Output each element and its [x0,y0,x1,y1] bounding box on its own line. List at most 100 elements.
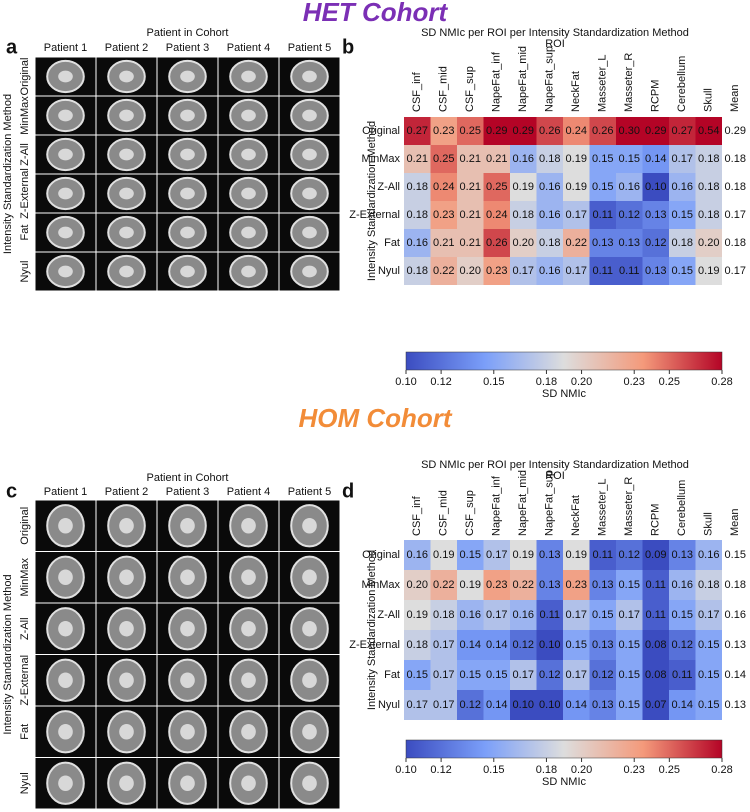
cell-label: 0.17 [513,265,534,277]
mri-detail [241,569,256,585]
heatmap-cell [536,540,563,570]
heatmap-cell [457,117,484,145]
cell-label: 0.17 [407,699,428,711]
mri-detail [119,518,134,534]
heatmap-cell [510,229,537,257]
heatmap-cell [430,229,457,257]
heatmap-cell [483,117,510,145]
row-label: Nyul [19,260,31,282]
heatmap-cell [404,117,431,145]
mri-detail [58,775,73,791]
cell-label: 0.17 [566,609,587,621]
heatmap-cell [695,117,722,145]
panel-letter: c [6,480,17,502]
x-tick-label: CSF_mid [438,490,450,536]
row-label: Z-All [19,617,31,640]
heatmap-cell [536,690,563,720]
heatmap-cell [642,173,669,201]
cell-label: 0.12 [672,639,693,651]
heatmap-cell [483,540,510,570]
heatmap-cell [430,145,457,173]
cell-label: 0.12 [539,669,560,681]
cell-label: 0.17 [619,609,640,621]
y-tick-label: Nyul [378,265,400,277]
heatmap-cell [616,229,643,257]
cell-label: 0.24 [433,181,454,193]
cell-label: 0.11 [592,549,613,561]
cell-label: 0.13 [539,549,560,561]
row-label: Fat [19,225,31,241]
cell-label: 0.14 [566,699,587,711]
cell-label: 0.09 [645,549,666,561]
image-xlabel: Patient in Cohort [147,27,229,39]
heatmap-cell [616,145,643,173]
heatmap-cell [695,201,722,229]
cohort-title: HOM Cohort [298,403,452,433]
mri-detail [119,724,134,740]
heatmap-cell [669,630,696,660]
mri-detail [119,265,134,278]
y-tick-label: Z-External [349,639,400,651]
cell-label: 0.11 [645,609,666,621]
cell-label: 0.11 [539,609,560,621]
mri-detail [180,187,195,200]
heatmap-cell [430,600,457,630]
mri-detail [58,518,73,534]
heatmap-cell [563,229,590,257]
heatmap-cell [589,690,616,720]
heatmap-cell [404,660,431,690]
heatmap-cell [483,600,510,630]
cell-label: 0.16 [513,609,534,621]
colorbar-tick-label: 0.23 [624,376,645,388]
heatmap-cell [510,630,537,660]
heatmap-cell [563,117,590,145]
cell-label: 0.29 [513,125,534,137]
mri-detail [180,518,195,534]
heatmap-cell [457,257,484,285]
cell-label: 0.23 [433,125,454,137]
heatmap-cell [457,229,484,257]
x-tick-label: NapeFat_inf [491,475,503,536]
x-tick-label: CSF_inf [411,71,423,112]
mean-value: 0.13 [725,639,746,651]
heatmap-cell [430,201,457,229]
colorbar-label: SD NMIc [542,776,587,788]
mri-detail [58,724,73,740]
heatmap-cell [483,257,510,285]
mri-detail [241,621,256,637]
cell-label: 0.29 [486,125,507,137]
heatmap-cell [457,600,484,630]
mri-detail [119,621,134,637]
heatmap-cell [695,660,722,690]
cell-label: 0.16 [407,237,428,249]
cell-label: 0.17 [433,669,454,681]
cell-label: 0.18 [433,609,454,621]
heatmap-cell [589,145,616,173]
x-tick-label: Cerebellum [676,480,688,536]
cell-label: 0.13 [645,265,666,277]
heatmap-cell [616,117,643,145]
heatmap-cell [695,229,722,257]
mri-detail [58,265,73,278]
cell-label: 0.26 [592,125,613,137]
x-tick-label: Skull [703,512,715,536]
heatmap-cell [695,630,722,660]
heatmap-cell [457,690,484,720]
heatmap-cell [669,570,696,600]
mean-value: 0.18 [725,181,746,193]
cell-label: 0.24 [566,125,587,137]
heatmap-cell [642,540,669,570]
cell-label: 0.20 [407,579,428,591]
cell-label: 0.13 [592,579,613,591]
cell-label: 0.18 [539,237,560,249]
cell-label: 0.18 [407,265,428,277]
mri-detail [302,518,317,534]
cell-label: 0.15 [619,699,640,711]
cell-label: 0.29 [645,125,666,137]
cell-label: 0.21 [486,153,507,165]
mri-detail [58,109,73,122]
cell-label: 0.18 [407,209,428,221]
heatmap-cell [536,117,563,145]
cell-label: 0.21 [460,153,481,165]
x-tick-label: NapeFat_mid [517,46,529,112]
